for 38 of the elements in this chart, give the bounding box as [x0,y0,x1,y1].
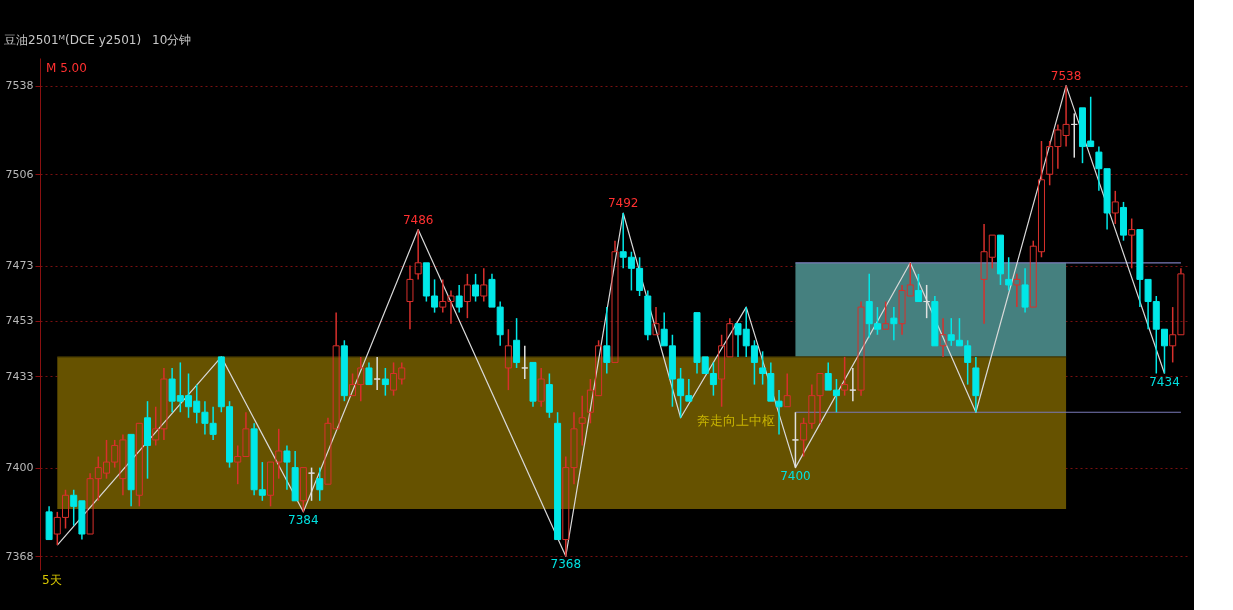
text: 10分钟 [152,33,192,47]
candlestick [283,444,291,491]
chart-title: 豆油2501ᴹ(DCE y2501) [4,33,142,47]
candlestick [791,411,799,469]
candlestick [373,356,381,391]
candlestick [537,367,545,408]
candlestick [644,289,652,342]
candlestick [521,345,529,380]
text: 5天 [42,573,62,587]
data-label: 7400 [780,468,811,483]
y-tick-label: 7473 [5,259,34,273]
candlestick [849,367,857,402]
candlestick [890,306,898,342]
candlestick [455,284,463,314]
candlestick [857,300,865,397]
y-tick-label: 7400 [5,461,34,475]
data-label: 7486 [402,212,434,227]
candlestick [972,356,980,413]
candlestick [603,306,611,375]
candlestick [939,317,947,358]
annotation: M 5.00 [46,61,87,75]
data-label: 7492 [607,195,639,210]
series-label: 奔走向上中枢 [697,413,776,429]
data-label: 7538 [1050,68,1082,83]
candlestick [480,267,488,303]
y-tick-label: 7433 [5,369,34,383]
data-label: 7368 [550,557,582,572]
candlestick [406,264,414,330]
candlestick [578,394,586,447]
candlestick [1013,273,1021,308]
y-tick-label: 7453 [5,314,34,328]
y-tick-label: 7506 [5,167,34,181]
candlestick [1021,267,1029,314]
data-label: 7434 [1149,374,1180,389]
data-label: 7384 [288,512,319,527]
y-tick-label: 7538 [5,79,34,93]
candlestick [414,228,422,281]
y-tick-label: 7368 [5,549,34,563]
